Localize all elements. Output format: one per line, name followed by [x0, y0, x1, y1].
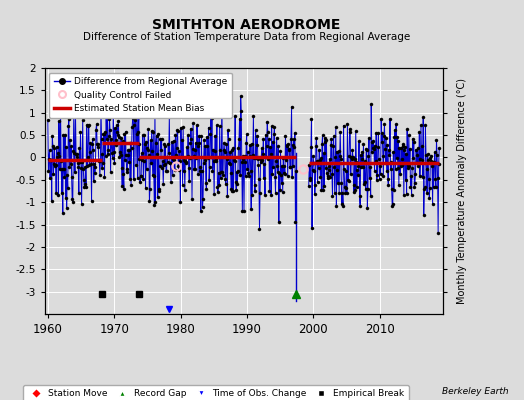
Text: Difference of Station Temperature Data from Regional Average: Difference of Station Temperature Data f… [83, 32, 410, 42]
Text: SMITHTON AERODROME: SMITHTON AERODROME [152, 18, 341, 32]
Text: Berkeley Earth: Berkeley Earth [442, 387, 508, 396]
Y-axis label: Monthly Temperature Anomaly Difference (°C): Monthly Temperature Anomaly Difference (… [457, 78, 467, 304]
Legend: Station Move, Record Gap, Time of Obs. Change, Empirical Break: Station Move, Record Gap, Time of Obs. C… [23, 385, 409, 400]
